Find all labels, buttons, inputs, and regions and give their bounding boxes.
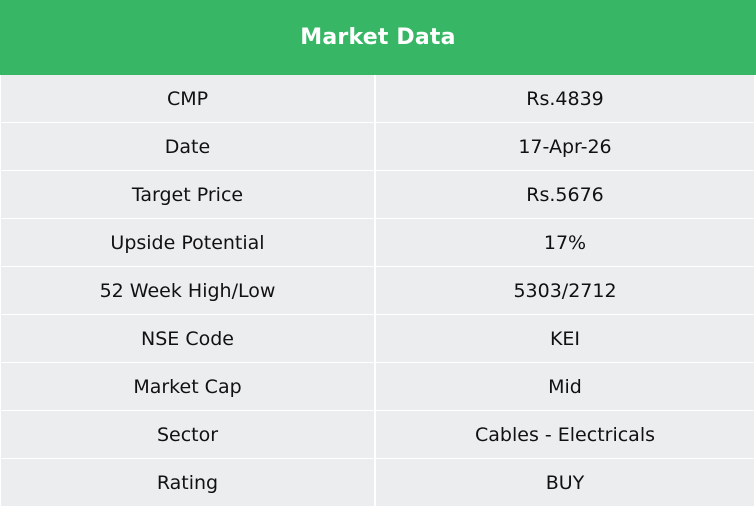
table-row: Market Cap Mid [1,363,756,411]
table-row: 52 Week High/Low 5303/2712 [1,267,756,315]
row-label-52-week-high-low: 52 Week High/Low [1,267,376,314]
table-row: Target Price Rs.5676 [1,171,756,219]
row-value-upside-potential: 17% [376,219,754,266]
row-label-upside-potential: Upside Potential [1,219,376,266]
row-label-cmp: CMP [1,75,376,122]
row-label-target-price: Target Price [1,171,376,218]
table-title: Market Data [0,0,756,75]
table-row: CMP Rs.4839 [1,75,756,123]
row-value-target-price: Rs.5676 [376,171,754,218]
row-value-date: 17-Apr-26 [376,123,754,170]
row-value-market-cap: Mid [376,363,754,410]
row-label-rating: Rating [1,459,376,506]
row-value-sector: Cables - Electricals [376,411,754,458]
row-label-market-cap: Market Cap [1,363,376,410]
table-row: Upside Potential 17% [1,219,756,267]
table-row: Sector Cables - Electricals [1,411,756,459]
row-label-sector: Sector [1,411,376,458]
table-row: Rating BUY [1,459,756,506]
row-value-cmp: Rs.4839 [376,75,754,122]
table-body: CMP Rs.4839 Date 17-Apr-26 Target Price … [0,75,756,506]
table-row: Date 17-Apr-26 [1,123,756,171]
row-label-nse-code: NSE Code [1,315,376,362]
row-value-nse-code: KEI [376,315,754,362]
row-label-date: Date [1,123,376,170]
row-value-52-week-high-low: 5303/2712 [376,267,754,314]
row-value-rating: BUY [376,459,754,506]
table-row: NSE Code KEI [1,315,756,363]
